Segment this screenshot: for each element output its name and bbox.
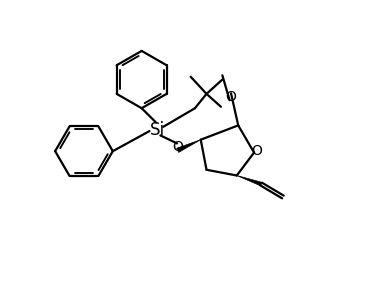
Text: O: O bbox=[172, 140, 183, 154]
Polygon shape bbox=[177, 140, 201, 152]
Text: O: O bbox=[225, 90, 237, 104]
Polygon shape bbox=[237, 175, 262, 186]
Text: O: O bbox=[251, 144, 262, 158]
Text: Si: Si bbox=[150, 121, 165, 139]
